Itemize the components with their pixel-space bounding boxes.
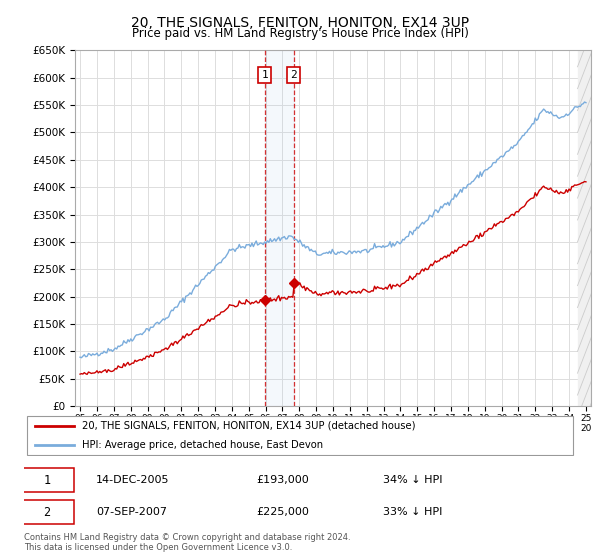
Text: 14-DEC-2005: 14-DEC-2005 [96,475,169,485]
Text: 20, THE SIGNALS, FENITON, HONITON, EX14 3UP: 20, THE SIGNALS, FENITON, HONITON, EX14 … [131,16,469,30]
Text: 2: 2 [290,71,297,80]
Text: 2: 2 [44,506,51,519]
FancyBboxPatch shape [21,500,74,525]
Text: HPI: Average price, detached house, East Devon: HPI: Average price, detached house, East… [82,440,323,450]
Text: 1: 1 [262,71,268,80]
Text: 1: 1 [44,474,51,487]
FancyBboxPatch shape [21,468,74,492]
Text: Price paid vs. HM Land Registry's House Price Index (HPI): Price paid vs. HM Land Registry's House … [131,27,469,40]
Text: £193,000: £193,000 [256,475,308,485]
Text: £225,000: £225,000 [256,507,309,517]
Bar [265,50,294,406]
Text: 07-SEP-2007: 07-SEP-2007 [96,507,167,517]
Text: 33% ↓ HPI: 33% ↓ HPI [383,507,442,517]
Text: Contains HM Land Registry data © Crown copyright and database right 2024.: Contains HM Land Registry data © Crown c… [24,533,350,542]
Bar [578,50,595,406]
Text: This data is licensed under the Open Government Licence v3.0.: This data is licensed under the Open Gov… [24,543,292,552]
Text: 20, THE SIGNALS, FENITON, HONITON, EX14 3UP (detached house): 20, THE SIGNALS, FENITON, HONITON, EX14 … [82,421,415,431]
FancyBboxPatch shape [27,416,572,455]
Text: 34% ↓ HPI: 34% ↓ HPI [383,475,442,485]
